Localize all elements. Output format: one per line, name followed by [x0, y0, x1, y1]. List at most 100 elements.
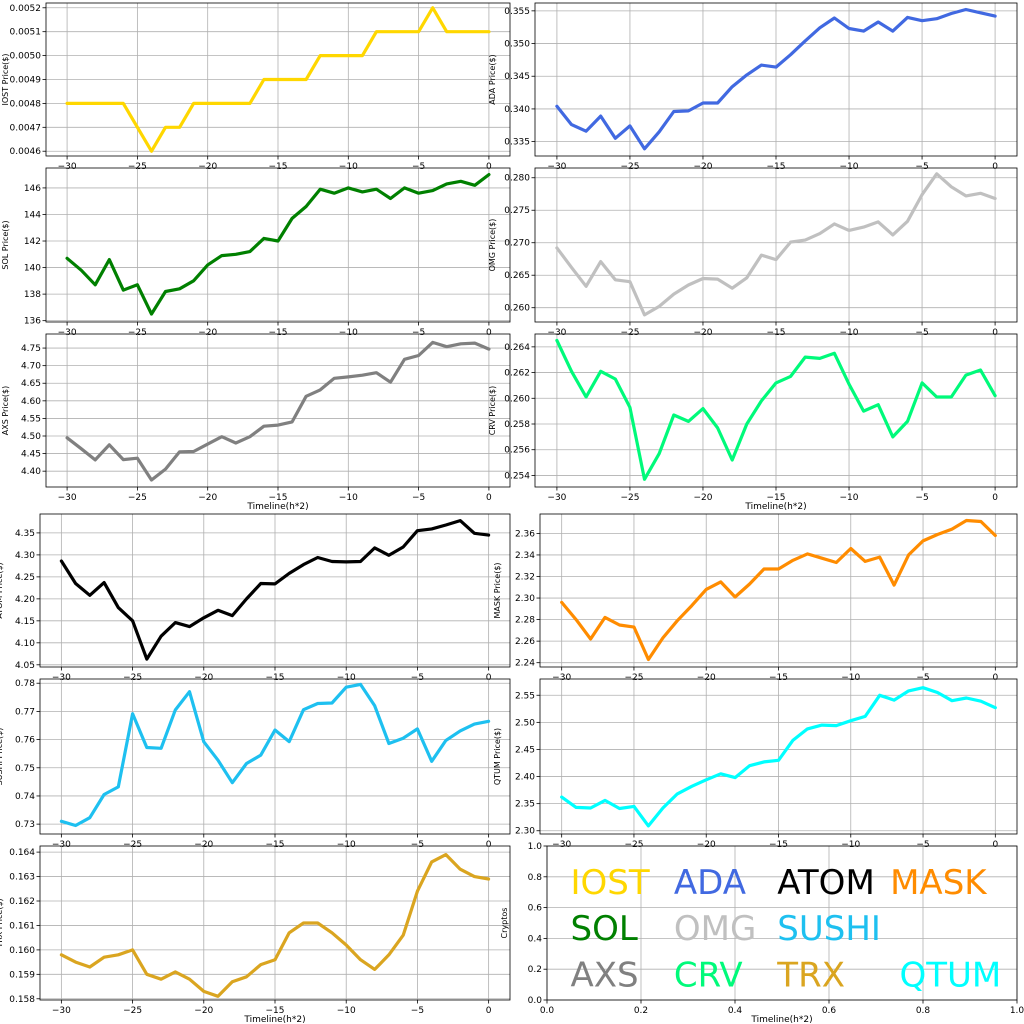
atom-price-line	[59, 518, 491, 661]
x-tick-label: −30	[552, 673, 571, 683]
y-tick-label: 0.76	[15, 736, 35, 746]
y-tick-label: 0.350	[504, 40, 530, 50]
y-tick-label: 0.2	[528, 965, 542, 975]
x-tick-label: −10	[337, 1006, 356, 1016]
y-tick-label: 136	[24, 317, 41, 327]
x-tick-label: −30	[52, 1006, 71, 1016]
x-tick-label: −30	[552, 840, 571, 850]
y-axis-label: MASK Price($)	[493, 562, 502, 618]
y-tick-label: 4.30	[15, 551, 35, 561]
x-tick-label: −25	[620, 328, 639, 338]
y-axis-label: OMG Price($)	[488, 219, 497, 272]
iost-price-line	[65, 6, 491, 153]
x-tick-label: −30	[58, 162, 77, 172]
x-tick-label: −15	[269, 328, 288, 338]
x-axis-label: Timeline(h*2)	[744, 502, 806, 512]
y-tick-label: 0.8	[528, 873, 543, 883]
crv-price-line	[555, 338, 997, 481]
legend-label-sushi: SUSHI	[777, 909, 881, 949]
x-tick-label: 0.8	[916, 1006, 931, 1016]
y-tick-label: 0.0	[528, 996, 543, 1006]
y-tick-label: 2.55	[515, 691, 535, 701]
y-tick-label: 0.256	[504, 446, 530, 456]
y-tick-label: 2.32	[515, 572, 535, 582]
legend-label-iost: IOST	[571, 863, 650, 903]
x-tick-label: 0	[486, 1006, 492, 1016]
x-tick-label: 1.0	[1010, 1006, 1024, 1016]
x-tick-label: −5	[916, 840, 929, 850]
x-tick-label: 0	[992, 162, 998, 172]
trx-price-line	[59, 852, 491, 998]
x-tick-label: −20	[198, 162, 217, 172]
panel-sol: −30 −25 −20 −15 −10 −5 0 136 138 140 142 144 146 SOL …	[1, 167, 511, 338]
y-tick-label: 0.262	[504, 369, 530, 379]
y-tick-label: 0.258	[504, 420, 530, 430]
panel-legend: IOST ADA ATOM MASK SOL OMG SUSHI AXS CRV TRX QTUM 0…	[500, 842, 1024, 1024]
x-tick-label: −15	[769, 673, 788, 683]
x-tick-label: −15	[266, 840, 285, 850]
y-tick-label: 0.260	[504, 304, 530, 314]
x-tick-label: −20	[693, 328, 712, 338]
y-tick-label: 4.45	[21, 450, 41, 460]
y-tick-label: 0.335	[504, 138, 530, 148]
mask-price-line	[560, 518, 997, 662]
x-tick-label: −25	[624, 840, 643, 850]
y-tick-label: 4.40	[21, 467, 41, 477]
y-axis-label: CRV Price($)	[488, 386, 497, 436]
y-tick-label: 0.0051	[10, 28, 42, 38]
panel-ada: −30 −25 −20 −15 −10 −5 0 0.335 0.340 0.345 0.350 0.…	[488, 2, 1018, 172]
x-tick-label: −10	[339, 493, 358, 503]
y-tick-label: 4.50	[21, 432, 41, 442]
omg-price-line	[555, 172, 997, 317]
y-axis-label: IOST Price($)	[1, 53, 10, 105]
panel-iost: −30 −25 −20 −15 −10 −5 0 0.0046 0.0047 0.0048 0.00…	[1, 2, 511, 172]
y-tick-label: 0.162	[9, 897, 35, 907]
y-tick-label: 2.28	[515, 616, 535, 626]
x-tick-label: −5	[411, 673, 424, 683]
x-tick-label: −30	[547, 162, 566, 172]
y-tick-label: 2.36	[515, 529, 535, 539]
y-tick-label: 0.159	[9, 970, 35, 980]
panel-mask: −30 −25 −20 −15 −10 −5 0 2.24 2.26 2.28 2.30 2.32 2.…	[493, 513, 1018, 683]
x-tick-label: −25	[620, 493, 639, 503]
y-tick-label: 0.74	[15, 792, 35, 802]
y-tick-label: 144	[24, 210, 41, 220]
y-tick-label: 4.60	[21, 397, 41, 407]
x-tick-label: −15	[769, 840, 788, 850]
x-tick-label: 0	[992, 673, 998, 683]
x-tick-label: −5	[916, 673, 929, 683]
y-tick-label: 4.10	[15, 639, 35, 649]
x-tick-label: −25	[123, 673, 142, 683]
y-tick-label: 0.0048	[10, 99, 42, 109]
y-tick-label: 2.30	[515, 827, 535, 837]
x-tick-label: −10	[339, 328, 358, 338]
x-tick-label: 0	[486, 840, 492, 850]
y-tick-label: 2.50	[515, 718, 535, 728]
y-tick-label: 0.254	[504, 471, 530, 481]
x-tick-label: −5	[411, 840, 424, 850]
x-tick-label: −10	[339, 162, 358, 172]
x-tick-label: −15	[767, 162, 786, 172]
y-tick-label: 4.70	[21, 362, 41, 372]
legend-label-crv: CRV	[674, 955, 743, 995]
x-tick-label: −25	[123, 1006, 142, 1016]
qtum-price-line	[560, 686, 997, 828]
x-tick-label: 0	[992, 493, 998, 503]
x-tick-label: −10	[337, 673, 356, 683]
panel-trx: −30 −25 −20 −15 −10 −5 0 0.158 0.159 0.160 0.161 0.…	[0, 845, 511, 1024]
y-tick-label: 0.275	[504, 206, 530, 216]
legend-label-omg: OMG	[674, 909, 756, 949]
x-tick-label: −5	[915, 493, 928, 503]
x-tick-label: −20	[693, 162, 712, 172]
y-tick-label: 0.73	[15, 820, 35, 830]
y-tick-label: 0.280	[504, 174, 530, 184]
panel-sushi: −30 −25 −20 −15 −10 −5 0 0.73 0.74 0.75 0.76 0.77 0.…	[0, 678, 511, 850]
x-tick-label: −30	[58, 328, 77, 338]
x-tick-label: −5	[915, 328, 928, 338]
x-tick-label: 0	[486, 493, 492, 503]
x-tick-label: −5	[915, 162, 928, 172]
x-tick-label: −25	[128, 162, 147, 172]
sushi-price-line	[59, 682, 491, 828]
x-tick-label: 0.0	[540, 1006, 555, 1016]
legend-label-axs: AXS	[571, 955, 639, 995]
